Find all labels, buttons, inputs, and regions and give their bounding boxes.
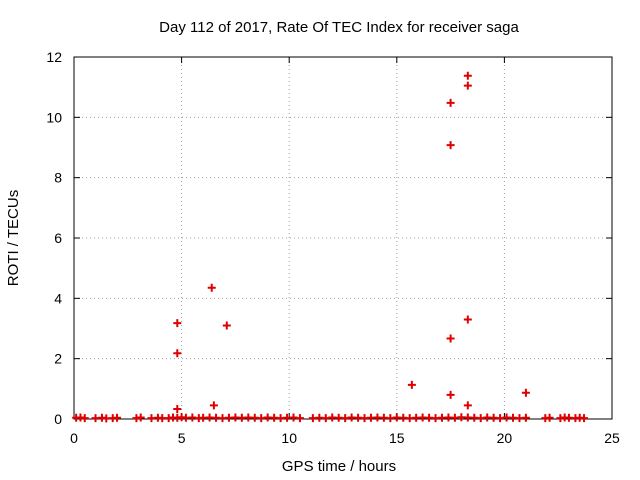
y-tick-label: 8	[54, 170, 62, 186]
data-point	[463, 401, 472, 410]
data-point	[463, 81, 472, 90]
data-point	[113, 413, 122, 422]
data-point	[463, 315, 472, 324]
data-point	[209, 401, 218, 410]
x-tick-label: 10	[281, 430, 297, 446]
x-tick-label: 15	[389, 430, 405, 446]
data-point	[446, 390, 455, 399]
data-point	[295, 414, 304, 423]
grid-lines	[74, 57, 612, 419]
y-axis-label: ROTI / TECUs	[5, 190, 22, 286]
data-point	[446, 98, 455, 107]
data-point	[463, 71, 472, 80]
data-point	[521, 388, 530, 397]
tick-labels: 0 5 10 15 20 25 0 2 4 6 8 10 12	[46, 49, 620, 446]
y-tick-label: 12	[46, 49, 62, 65]
data-point	[446, 141, 455, 150]
data-point	[521, 413, 530, 422]
chart-title: Day 112 of 2017, Rate Of TEC Index for r…	[159, 19, 519, 36]
data-points	[72, 71, 589, 423]
y-tick-label: 0	[54, 411, 62, 427]
x-tick-label: 5	[178, 430, 186, 446]
y-tick-label: 4	[54, 290, 62, 306]
x-tick-label: 25	[604, 430, 620, 446]
data-point	[407, 380, 416, 389]
x-tick-label: 0	[70, 430, 78, 446]
data-point	[80, 414, 89, 423]
data-point	[136, 413, 145, 422]
x-tick-label: 20	[497, 430, 513, 446]
x-axis-label: GPS time / hours	[282, 458, 396, 475]
data-point	[207, 283, 216, 292]
data-point	[173, 319, 182, 328]
data-point	[580, 414, 589, 423]
y-tick-label: 10	[46, 109, 62, 125]
y-tick-label: 2	[54, 351, 62, 367]
data-point	[173, 405, 182, 414]
data-point	[222, 321, 231, 330]
data-point	[446, 334, 455, 343]
y-tick-label: 6	[54, 230, 62, 246]
data-point	[545, 413, 554, 422]
data-point	[173, 349, 182, 358]
